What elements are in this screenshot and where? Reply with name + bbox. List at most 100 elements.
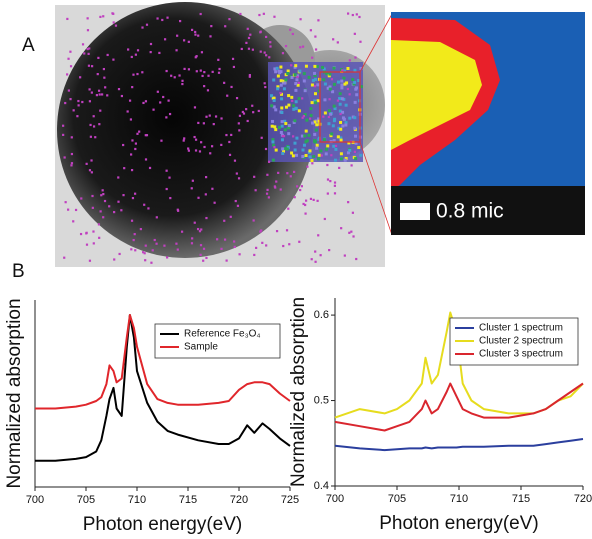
speck — [342, 97, 346, 101]
dot — [69, 98, 72, 101]
dot — [297, 81, 300, 84]
dot — [190, 28, 194, 31]
speck — [301, 148, 305, 152]
dot — [166, 256, 169, 259]
dot — [351, 13, 354, 17]
x-axis-label: Photon energy(eV) — [83, 514, 243, 535]
dot — [168, 112, 172, 116]
speck — [311, 78, 315, 82]
speck — [284, 78, 288, 82]
dot — [193, 221, 196, 224]
speck — [307, 151, 311, 155]
speck — [310, 159, 314, 163]
dot — [170, 74, 173, 77]
dot — [79, 76, 82, 79]
dot — [277, 171, 280, 174]
zoom-line — [359, 141, 393, 236]
dot — [304, 203, 307, 207]
speck — [293, 65, 297, 69]
dot — [205, 115, 208, 118]
dot — [187, 40, 190, 43]
dot — [289, 175, 292, 178]
speck — [313, 120, 317, 124]
speck — [317, 119, 321, 123]
dot — [351, 211, 354, 214]
speck — [313, 99, 317, 103]
speck — [348, 148, 352, 152]
speck — [336, 80, 340, 84]
dot — [141, 71, 144, 74]
speck — [332, 82, 336, 86]
speck — [272, 143, 276, 147]
dot — [103, 199, 107, 203]
speck — [304, 64, 308, 68]
dot — [275, 230, 279, 233]
speck — [273, 67, 277, 71]
dot — [203, 85, 206, 88]
dot — [136, 72, 139, 76]
dot — [341, 69, 344, 72]
dot — [88, 47, 91, 50]
speck — [323, 111, 327, 115]
speck — [302, 72, 306, 76]
dot — [293, 196, 296, 199]
dot — [314, 260, 317, 263]
dot — [159, 101, 162, 104]
speck — [344, 121, 348, 125]
dot — [304, 212, 307, 215]
dot — [99, 15, 102, 19]
dot — [206, 89, 210, 92]
speck — [304, 153, 308, 157]
dot — [176, 208, 179, 211]
dot — [114, 24, 118, 27]
dot — [145, 23, 149, 26]
dot — [223, 238, 227, 241]
speck — [286, 69, 290, 73]
dot — [127, 48, 130, 51]
speck — [327, 109, 331, 113]
dot — [122, 143, 125, 147]
dot — [155, 216, 158, 219]
dot — [190, 187, 193, 190]
speck — [315, 143, 319, 147]
speck — [300, 134, 304, 138]
dot — [292, 135, 295, 138]
dot — [298, 240, 301, 243]
dot — [70, 162, 74, 165]
dot — [87, 64, 91, 67]
x-tick-label: 710 — [450, 493, 468, 505]
dot — [211, 187, 214, 190]
speck — [315, 65, 319, 69]
speck — [329, 134, 333, 138]
dot — [245, 41, 248, 44]
speck — [312, 155, 316, 159]
speck — [280, 120, 284, 124]
speck — [315, 123, 319, 127]
dot — [291, 32, 294, 36]
dot — [264, 147, 268, 151]
dot — [198, 150, 202, 153]
speck — [293, 141, 297, 145]
speck — [351, 78, 355, 82]
scatter-dots — [62, 12, 362, 264]
dot — [273, 185, 276, 188]
speck — [334, 147, 338, 151]
dot — [91, 194, 94, 198]
dot — [213, 201, 216, 204]
dot — [102, 67, 106, 71]
zoom-box — [319, 71, 361, 143]
dot — [181, 79, 184, 82]
speck — [303, 113, 307, 117]
dot — [348, 93, 351, 96]
dot — [287, 207, 290, 210]
dot — [190, 242, 194, 245]
dot — [259, 50, 262, 53]
dot — [273, 146, 276, 149]
dot — [64, 101, 67, 105]
speck — [303, 134, 307, 138]
dot — [136, 132, 139, 135]
dot — [336, 99, 339, 102]
dot — [67, 89, 70, 92]
dot — [92, 125, 96, 128]
